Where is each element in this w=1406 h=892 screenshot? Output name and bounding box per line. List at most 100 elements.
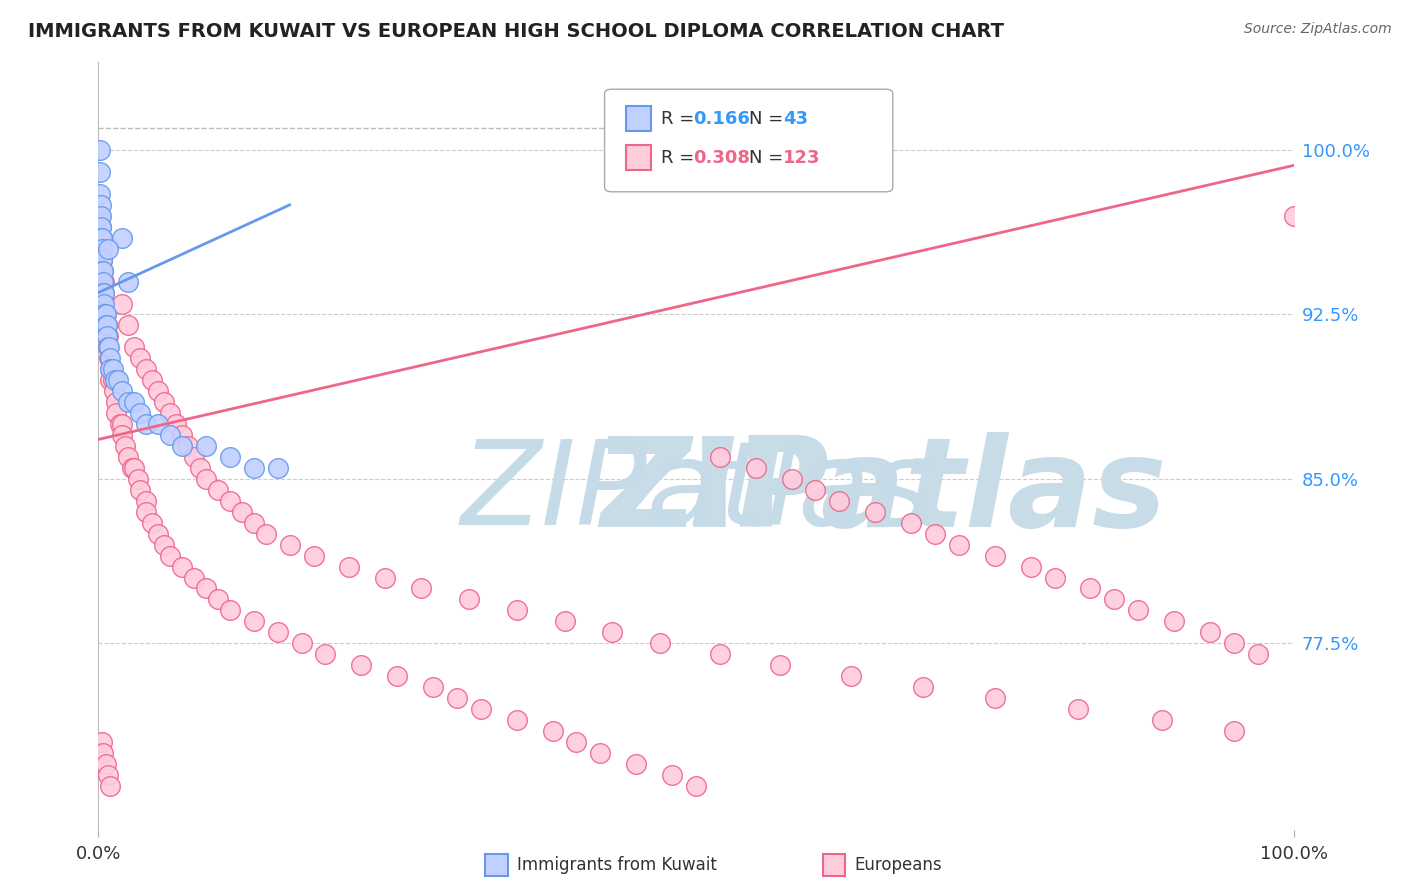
Text: 123: 123 [783,149,821,167]
Point [97,329,120,343]
Point [94,318,117,333]
Point [291,636,314,650]
Point [1199,625,1222,640]
Point [1163,615,1185,629]
Point [90,231,112,245]
Point [89,186,111,201]
Point [103,384,125,399]
Point [96,318,118,333]
Point [129,483,152,497]
Point [626,756,648,771]
Point [411,582,433,596]
Point [91,735,114,749]
Text: 0.166: 0.166 [693,110,749,128]
Text: ZIP: ZIP [600,432,830,552]
Point [446,691,468,706]
Point [93,296,115,310]
Point [141,516,163,530]
Point [183,450,205,464]
Point [506,713,529,727]
Point [94,308,117,322]
Point [135,417,157,431]
Point [91,252,114,267]
Point [219,450,242,464]
Point [90,219,112,234]
Text: 43: 43 [783,110,808,128]
Point [93,308,115,322]
Point [207,592,229,607]
Point [924,526,946,541]
Point [107,373,129,387]
Point [195,472,218,486]
Point [565,735,588,749]
Point [1247,647,1270,661]
Point [506,603,529,617]
Point [91,231,114,245]
Point [1223,636,1246,650]
Point [98,362,122,376]
Point [177,439,200,453]
Point [153,395,176,409]
Point [148,526,170,541]
Point [231,505,253,519]
Point [1282,209,1305,223]
Point [458,592,481,607]
Y-axis label: High School Diploma: High School Diploma [0,359,8,533]
Point [183,570,205,584]
Point [111,428,134,442]
Point [188,461,211,475]
Point [254,526,277,541]
Point [91,263,114,277]
Point [648,636,672,650]
Point [243,516,266,530]
Point [111,384,134,399]
Point [108,417,131,431]
Text: N =: N = [749,149,789,167]
Point [267,461,290,475]
Text: 0.308: 0.308 [693,149,751,167]
Point [374,570,396,584]
Point [1152,713,1174,727]
Point [121,461,143,475]
Point [302,549,325,563]
Point [93,285,115,300]
Point [315,647,337,661]
Point [1080,582,1102,596]
Point [104,373,127,387]
Point [91,242,114,256]
Point [89,165,111,179]
Text: IMMIGRANTS FROM KUWAIT VS EUROPEAN HIGH SCHOOL DIPLOMA CORRELATION CHART: IMMIGRANTS FROM KUWAIT VS EUROPEAN HIGH … [28,22,1004,41]
Point [124,340,146,354]
Point [117,275,139,289]
Point [90,242,112,256]
Point [98,779,122,793]
Point [900,516,922,530]
Point [91,231,114,245]
Point [422,680,444,694]
Point [148,384,170,399]
Point [96,329,118,343]
Point [91,263,114,277]
Point [207,483,229,497]
Point [101,373,124,387]
Point [278,538,301,552]
Point [91,746,114,760]
Text: Source: ZipAtlas.com: Source: ZipAtlas.com [1244,22,1392,37]
Point [96,329,118,343]
Point [153,538,176,552]
Point [911,680,934,694]
Text: ZIPatlas: ZIPatlas [460,435,932,549]
Point [828,493,851,508]
Point [91,275,114,289]
Text: ZIPatlas: ZIPatlas [600,432,1167,552]
Point [948,538,970,552]
Point [111,296,134,310]
Point [94,756,117,771]
Point [172,428,194,442]
Point [709,450,731,464]
Point [105,395,128,409]
Point [141,373,163,387]
Point [1104,592,1126,607]
Point [114,439,136,453]
Point [105,406,128,420]
